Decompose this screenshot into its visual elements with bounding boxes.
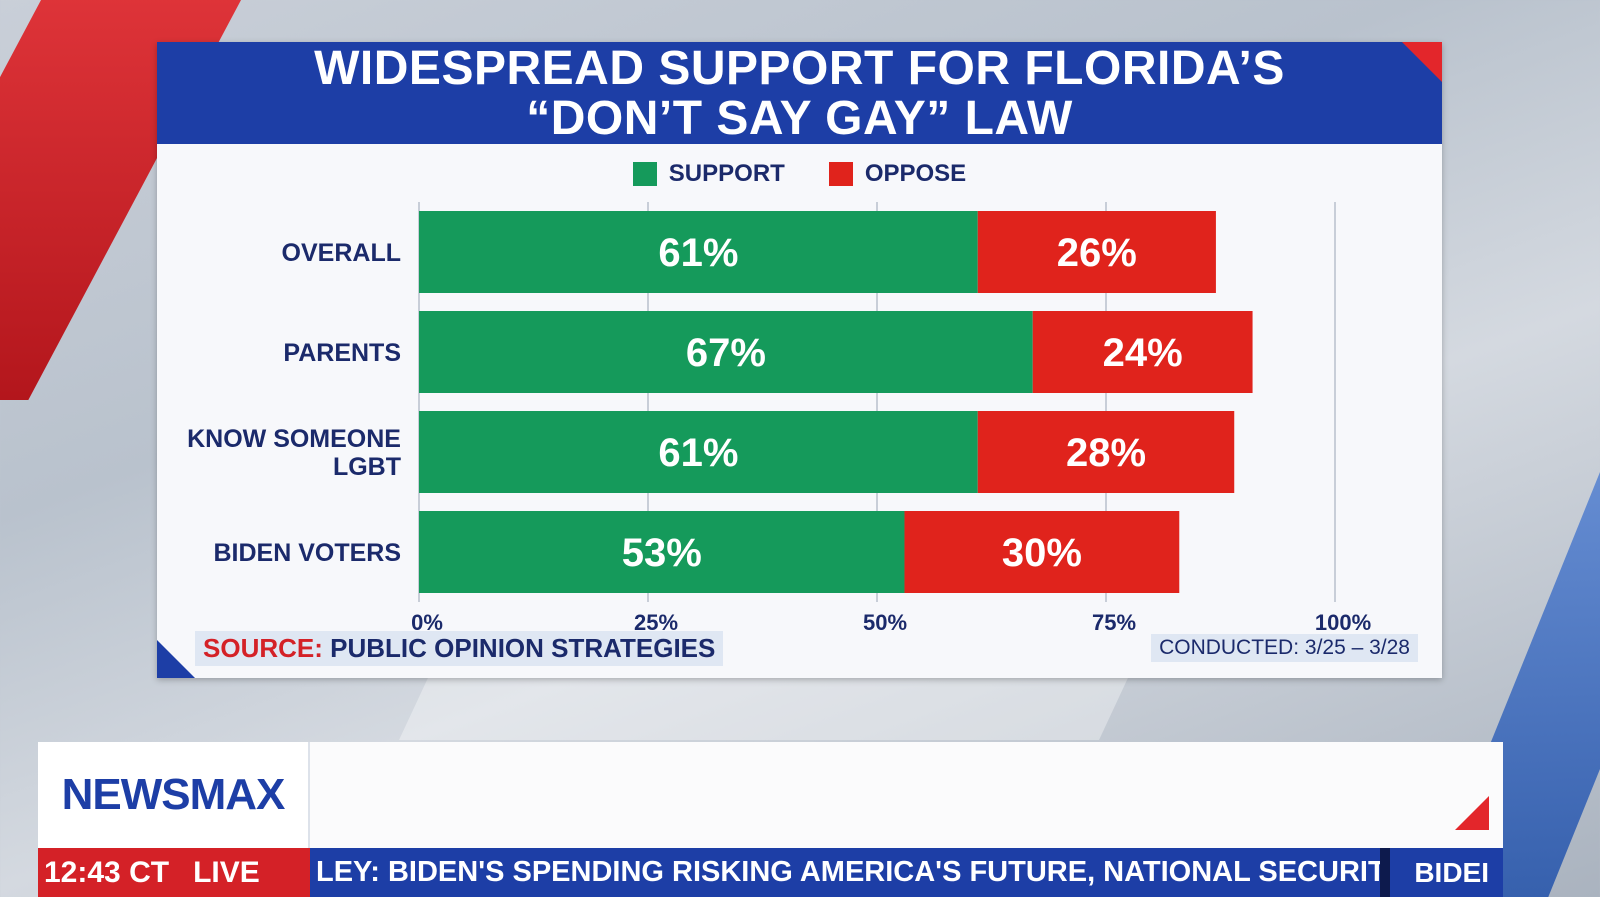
bar-oppose-0 bbox=[977, 211, 1216, 293]
live-badge: LIVE bbox=[193, 856, 260, 889]
newsmax-logo: NEWSMAX bbox=[38, 742, 310, 848]
source-note: SOURCE: PUBLIC OPINION STRATEGIES bbox=[195, 631, 724, 666]
data-label-support-0: 61% bbox=[658, 231, 738, 275]
poll-graphic: WIDESPREAD SUPPORT FOR FLORIDA’S “DON’T … bbox=[157, 42, 1442, 678]
tick-label-75: 75% bbox=[1092, 610, 1136, 632]
legend-swatch-support bbox=[632, 162, 657, 186]
title-bar: WIDESPREAD SUPPORT FOR FLORIDA’S “DON’T … bbox=[157, 42, 1442, 144]
corner-accent-red bbox=[1402, 42, 1442, 82]
lower-third: NEWSMAX 12:43 CT LIVE LEY: BIDEN'S SPEND… bbox=[38, 742, 1503, 897]
category-label-0: OVERALL bbox=[282, 239, 401, 267]
bar-chart: 61% 26% OVERALL 67% 24% PARENTS 61% 28% KNOW SOM… bbox=[187, 202, 1371, 632]
data-label-oppose-0: 26% bbox=[1057, 231, 1137, 275]
source-text: PUBLIC OPINION STRATEGIES bbox=[330, 633, 716, 663]
bar-oppose-3 bbox=[904, 511, 1180, 593]
bar-support-3 bbox=[419, 511, 905, 593]
data-label-support-2: 61% bbox=[658, 431, 738, 475]
bar-support-0 bbox=[419, 211, 978, 293]
ticker-next-text: BIDEI bbox=[1380, 848, 1503, 897]
legend-item-oppose: OPPOSE bbox=[828, 160, 967, 188]
strip-corner-accent bbox=[1455, 796, 1489, 830]
legend-label-oppose: OPPOSE bbox=[864, 160, 967, 187]
ticker-text: LEY: BIDEN'S SPENDING RISKING AMERICA'S … bbox=[316, 856, 1453, 888]
chart-legend: SUPPORT OPPOSE bbox=[157, 160, 1442, 188]
legend-item-support: SUPPORT bbox=[632, 160, 785, 188]
clock-time: 12:43 CT bbox=[44, 856, 170, 889]
headline-strip bbox=[310, 742, 1503, 848]
tick-label-25: 25% bbox=[634, 610, 678, 632]
title-line-1: WIDESPREAD SUPPORT FOR FLORIDA’S bbox=[314, 42, 1285, 95]
tick-label-50: 50% bbox=[863, 610, 907, 632]
bar-oppose-1 bbox=[1032, 311, 1253, 393]
corner-accent-blue bbox=[157, 640, 195, 678]
tick-label-100: 100% bbox=[1315, 610, 1371, 632]
legend-label-support: SUPPORT bbox=[668, 160, 785, 187]
title-line-2: “DON’T SAY GAY” LAW bbox=[526, 92, 1073, 145]
tick-label-0: 0% bbox=[411, 610, 443, 632]
category-label-2-line-1: LGBT bbox=[333, 453, 401, 481]
data-label-support-1: 67% bbox=[686, 331, 766, 375]
data-label-oppose-2: 28% bbox=[1066, 431, 1146, 475]
conducted-dates: CONDUCTED: 3/25 – 3/28 bbox=[1151, 634, 1418, 662]
data-label-oppose-1: 24% bbox=[1103, 331, 1183, 375]
data-label-oppose-3: 30% bbox=[1002, 531, 1082, 575]
bar-support-1 bbox=[419, 311, 1033, 393]
time-live-box: 12:43 CT LIVE bbox=[38, 848, 310, 897]
bar-support-2 bbox=[419, 411, 978, 493]
data-label-support-3: 53% bbox=[622, 531, 702, 575]
news-ticker: LEY: BIDEN'S SPENDING RISKING AMERICA'S … bbox=[310, 848, 1503, 897]
bar-oppose-2 bbox=[977, 411, 1235, 493]
category-label-1: PARENTS bbox=[283, 339, 401, 367]
legend-swatch-oppose bbox=[828, 162, 853, 186]
category-label-3: BIDEN VOTERS bbox=[213, 539, 401, 567]
category-label-2-line-0: KNOW SOMEONE bbox=[187, 425, 401, 453]
source-label: SOURCE: bbox=[203, 633, 323, 663]
